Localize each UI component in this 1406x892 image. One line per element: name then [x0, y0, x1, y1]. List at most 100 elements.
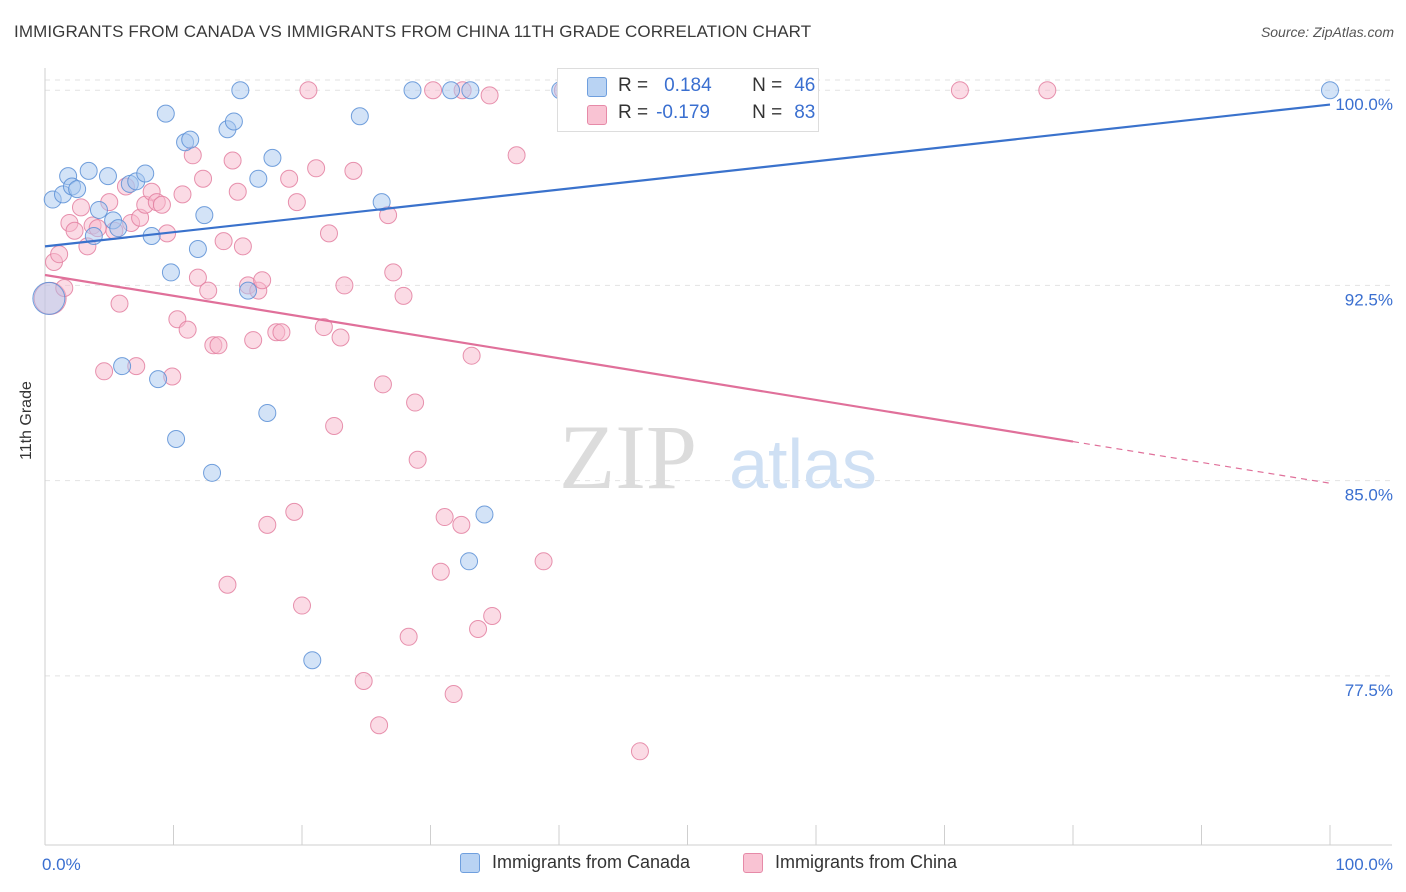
legend-row-canada: R = 0.184 N = 46 [618, 74, 815, 98]
canada-point [136, 164, 155, 183]
canada-point [350, 107, 369, 126]
china-point [178, 320, 197, 339]
china-point [444, 685, 463, 704]
china-point [630, 742, 649, 761]
china-point [1038, 81, 1057, 100]
legend-china-r-label: R = [618, 102, 649, 123]
china-point [287, 193, 306, 212]
legend-canada-n-label: N = [752, 75, 783, 96]
legend-china-n-label: N = [752, 102, 783, 123]
china-point [194, 169, 213, 188]
legend-china-swatch [587, 105, 607, 125]
china-point [228, 182, 247, 201]
china-point [71, 198, 90, 217]
china-point [483, 606, 502, 625]
canada-point [188, 239, 207, 258]
china-point [253, 271, 272, 290]
china-point [373, 375, 392, 394]
bottom-legend-canada: Immigrants from Canada [460, 852, 690, 873]
y-tick-label-0: 100.0% [1335, 95, 1393, 114]
china-point [354, 672, 373, 691]
china-point [399, 627, 418, 646]
canada-point [403, 81, 422, 100]
china-points [33, 81, 1057, 761]
china-point [152, 195, 171, 214]
canada-point [68, 180, 87, 199]
canada-point [149, 370, 168, 389]
legend-china-r-value: -0.179 [656, 102, 710, 123]
china-point [258, 515, 277, 534]
china-point [431, 562, 450, 581]
y-axis-label: 11th Grade [18, 381, 35, 460]
china-point [293, 596, 311, 615]
trend-lines [44, 103, 1331, 484]
canada-point [475, 505, 494, 524]
china-point [218, 575, 237, 594]
legend-china-n-value: 83 [794, 102, 816, 123]
canada-point [224, 112, 243, 131]
x-tick-label-1: 100.0% [1335, 855, 1393, 874]
china-point [209, 336, 228, 355]
canada-point [113, 357, 132, 376]
correlation-legend: R = 0.184 N = 46 R = -0.179 N = 83 [557, 68, 819, 132]
canada-point [32, 281, 66, 315]
china-point [50, 245, 69, 264]
bottom-legend-china-label: Immigrants from China [775, 852, 958, 872]
china-point [370, 716, 389, 735]
china-point [199, 281, 218, 300]
canada-point [461, 81, 480, 100]
china-point [394, 286, 413, 305]
canada-point [79, 161, 98, 180]
china-point [462, 346, 481, 365]
canada-point [167, 429, 186, 448]
bottom-legend-china-swatch [743, 852, 763, 873]
canada-point [203, 463, 222, 482]
china-point [469, 619, 488, 638]
china-point [408, 450, 427, 469]
china-point [435, 508, 454, 527]
china-point [534, 552, 553, 571]
watermark: ZIP atlas [559, 406, 877, 508]
legend-canada-swatch [587, 77, 607, 97]
watermark-zip: ZIP [559, 406, 697, 508]
canada-point [109, 219, 128, 238]
china-point [285, 502, 304, 521]
bottom-legend-canada-label: Immigrants from Canada [492, 852, 691, 872]
china-point [950, 81, 969, 100]
canada-point [303, 651, 322, 670]
axes [44, 68, 1392, 846]
trend-line-china-extrapolated [1072, 440, 1331, 484]
canada-point [258, 403, 277, 422]
tick-labels: 100.0% 92.5% 85.0% 77.5% 0.0% 100.0% [42, 95, 1393, 874]
y-tick-label-3: 77.5% [1345, 681, 1393, 700]
canada-point [442, 81, 461, 100]
china-point [299, 81, 318, 100]
gridlines [45, 79, 1392, 677]
legend-canada-n-value: 46 [794, 75, 816, 96]
china-point [223, 151, 242, 170]
china-point [335, 276, 354, 295]
y-tick-label-1: 92.5% [1345, 290, 1393, 309]
china-point [110, 294, 129, 313]
source-note: Source: ZipAtlas.com [1260, 24, 1394, 40]
china-point [331, 328, 350, 347]
canada-point [372, 193, 391, 212]
chart-title: IMMIGRANTS FROM CANADA VS IMMIGRANTS FRO… [14, 22, 812, 41]
china-point [65, 221, 84, 240]
china-point [314, 318, 333, 337]
canada-point [161, 263, 180, 282]
canada-point [1321, 81, 1339, 100]
china-point [480, 86, 499, 105]
canada-point [239, 281, 258, 300]
canada-point [249, 169, 268, 188]
china-point [452, 515, 471, 534]
china-point [188, 268, 207, 287]
china-point [384, 263, 403, 282]
legend-row-china: R = -0.179 N = 83 [618, 101, 815, 125]
trend-line-china [44, 273, 1074, 443]
canada-point [156, 104, 175, 123]
legend-canada-r-label: R = [618, 75, 649, 96]
trend-line-canada [44, 103, 1331, 248]
bottom-legend-china: Immigrants from China [743, 852, 957, 873]
